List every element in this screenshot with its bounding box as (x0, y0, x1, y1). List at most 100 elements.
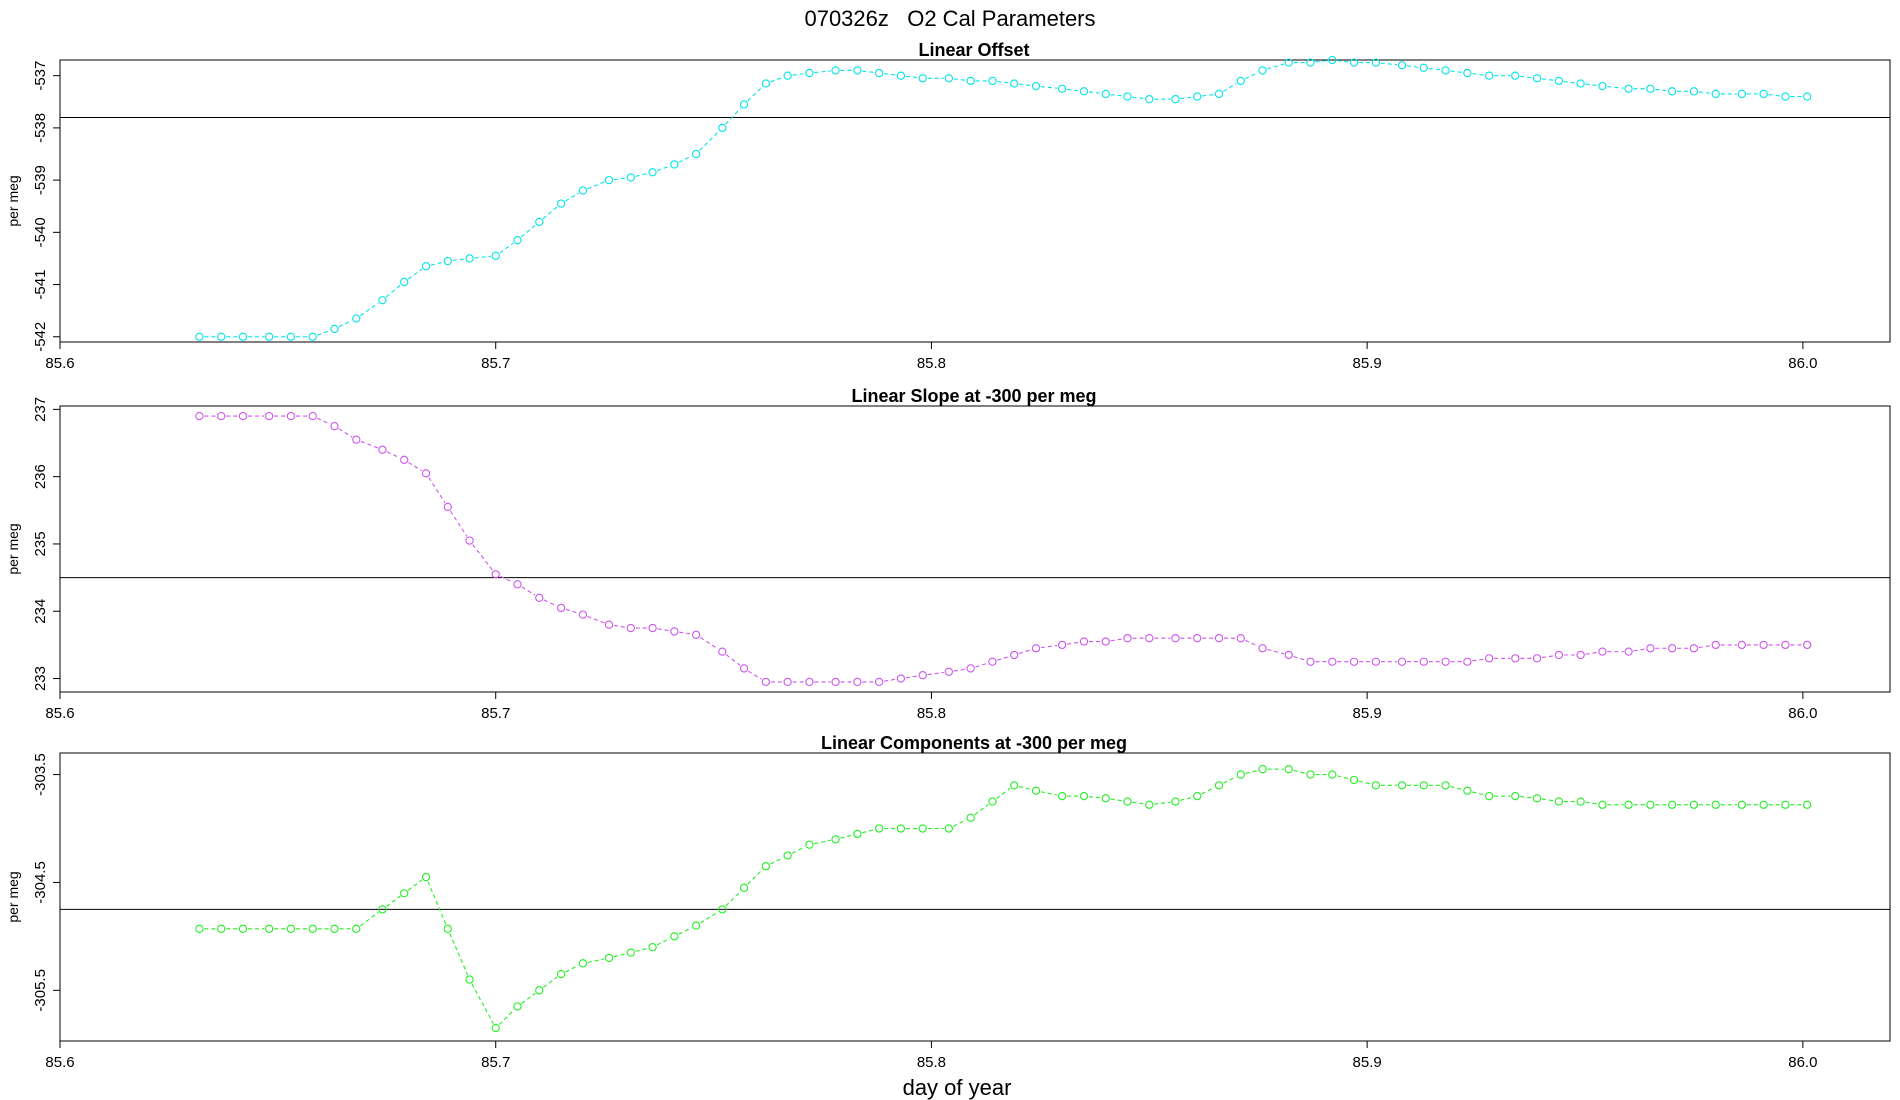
series-line-segment (635, 172, 648, 177)
data-point (1689, 644, 1699, 653)
series-line-segment (587, 615, 605, 624)
data-point (918, 671, 927, 680)
data-point (966, 664, 975, 673)
data-point (604, 175, 614, 185)
y-tick-label: -540 (32, 217, 49, 247)
y-axis-label: per meg (5, 175, 21, 226)
series-line-segment (953, 668, 966, 672)
y-tick-label: -537 (32, 61, 49, 91)
panel-3: Linear Components at -300 per meg 85.6 85.… (5, 733, 1891, 1071)
data-point (1236, 634, 1245, 643)
x-tick-label: 85.7 (481, 1054, 510, 1071)
y-tick-label: -542 (32, 322, 49, 352)
data-point (1532, 654, 1542, 663)
data-point (1781, 800, 1790, 809)
series-line-segment (1520, 75, 1533, 79)
data-point (739, 664, 749, 673)
series-line-segment (792, 73, 805, 76)
series-line-segment (1337, 775, 1350, 780)
data-point (1667, 87, 1677, 96)
data-point (1532, 794, 1542, 803)
data-point (670, 932, 679, 941)
series-line-segment (1245, 639, 1259, 647)
series-line-segment (1520, 796, 1533, 799)
data-point (1624, 800, 1633, 809)
series-line-segment (1585, 83, 1598, 87)
series-line-segment (1768, 93, 1781, 97)
data-point (761, 79, 771, 88)
data-point (195, 332, 204, 341)
series-line-segment (997, 80, 1010, 84)
figure-title: 070326z O2 Cal Parameters (804, 6, 1095, 31)
y-tick-label: 234 (32, 599, 49, 624)
data-point (1646, 644, 1655, 653)
data-point (1803, 640, 1812, 650)
series-line-segment (678, 927, 692, 935)
data-point (1145, 634, 1154, 643)
data-point (443, 256, 452, 266)
series-line-segment (1450, 70, 1463, 74)
data-point (330, 324, 339, 334)
series-line-segment (1267, 648, 1285, 655)
data-point (1371, 657, 1381, 666)
plot-frame (59, 752, 1891, 1042)
series-line-segment (1110, 638, 1123, 642)
data-point (217, 411, 226, 421)
data-point (421, 262, 431, 271)
data-point (1079, 637, 1089, 646)
series-line-segment (1563, 80, 1576, 84)
data-point (1258, 765, 1267, 774)
data-point (918, 824, 927, 833)
data-point (1284, 650, 1293, 660)
series-line-segment (452, 258, 465, 262)
series-line-segment (657, 165, 670, 172)
series-line-segment (542, 976, 558, 988)
series-line-segment (408, 461, 423, 472)
series-line-segment (1245, 72, 1259, 80)
series-line-segment (1223, 82, 1237, 92)
data-point (1554, 650, 1564, 660)
data-point (1759, 800, 1768, 809)
data-point (831, 66, 840, 75)
series-line-segment (1472, 658, 1485, 662)
data-point (1328, 55, 1337, 65)
data-point (513, 236, 522, 245)
data-point (1397, 657, 1407, 666)
series-line-segment (1040, 791, 1058, 796)
series-line-segment (657, 628, 670, 632)
data-point (1193, 791, 1202, 801)
data-point (1463, 657, 1472, 666)
data-point (1057, 84, 1067, 93)
data-point (1711, 640, 1720, 650)
data-point (670, 160, 679, 169)
series-line-segment (1132, 801, 1145, 805)
series-line-segment (565, 192, 579, 202)
series-line-segment (747, 86, 763, 102)
y-tick-label: -538 (32, 113, 49, 143)
data-point (874, 824, 884, 833)
series-line-segment (1040, 644, 1058, 649)
data-point (556, 603, 566, 613)
data-point (1419, 63, 1428, 72)
series-line-segment (814, 70, 831, 74)
data-point (1371, 781, 1381, 790)
data-point (1803, 800, 1812, 809)
data-point (1284, 58, 1293, 67)
series-line-segment (565, 965, 579, 973)
data-point (831, 677, 840, 687)
data-point (238, 332, 248, 341)
data-point (1667, 644, 1677, 653)
data-point (831, 835, 840, 844)
series-line-segment (656, 938, 671, 946)
data-point (761, 862, 771, 871)
data-point (443, 502, 452, 512)
series-line-segment (565, 608, 579, 614)
data-point (626, 623, 635, 633)
data-point (308, 411, 317, 421)
series-line-segment (1293, 769, 1306, 774)
x-tick-label: 86.0 (1788, 705, 1817, 722)
y-axis-label: per meg (5, 523, 21, 574)
series-line-segment (814, 839, 831, 845)
data-point (604, 620, 614, 629)
data-point (1484, 791, 1494, 801)
